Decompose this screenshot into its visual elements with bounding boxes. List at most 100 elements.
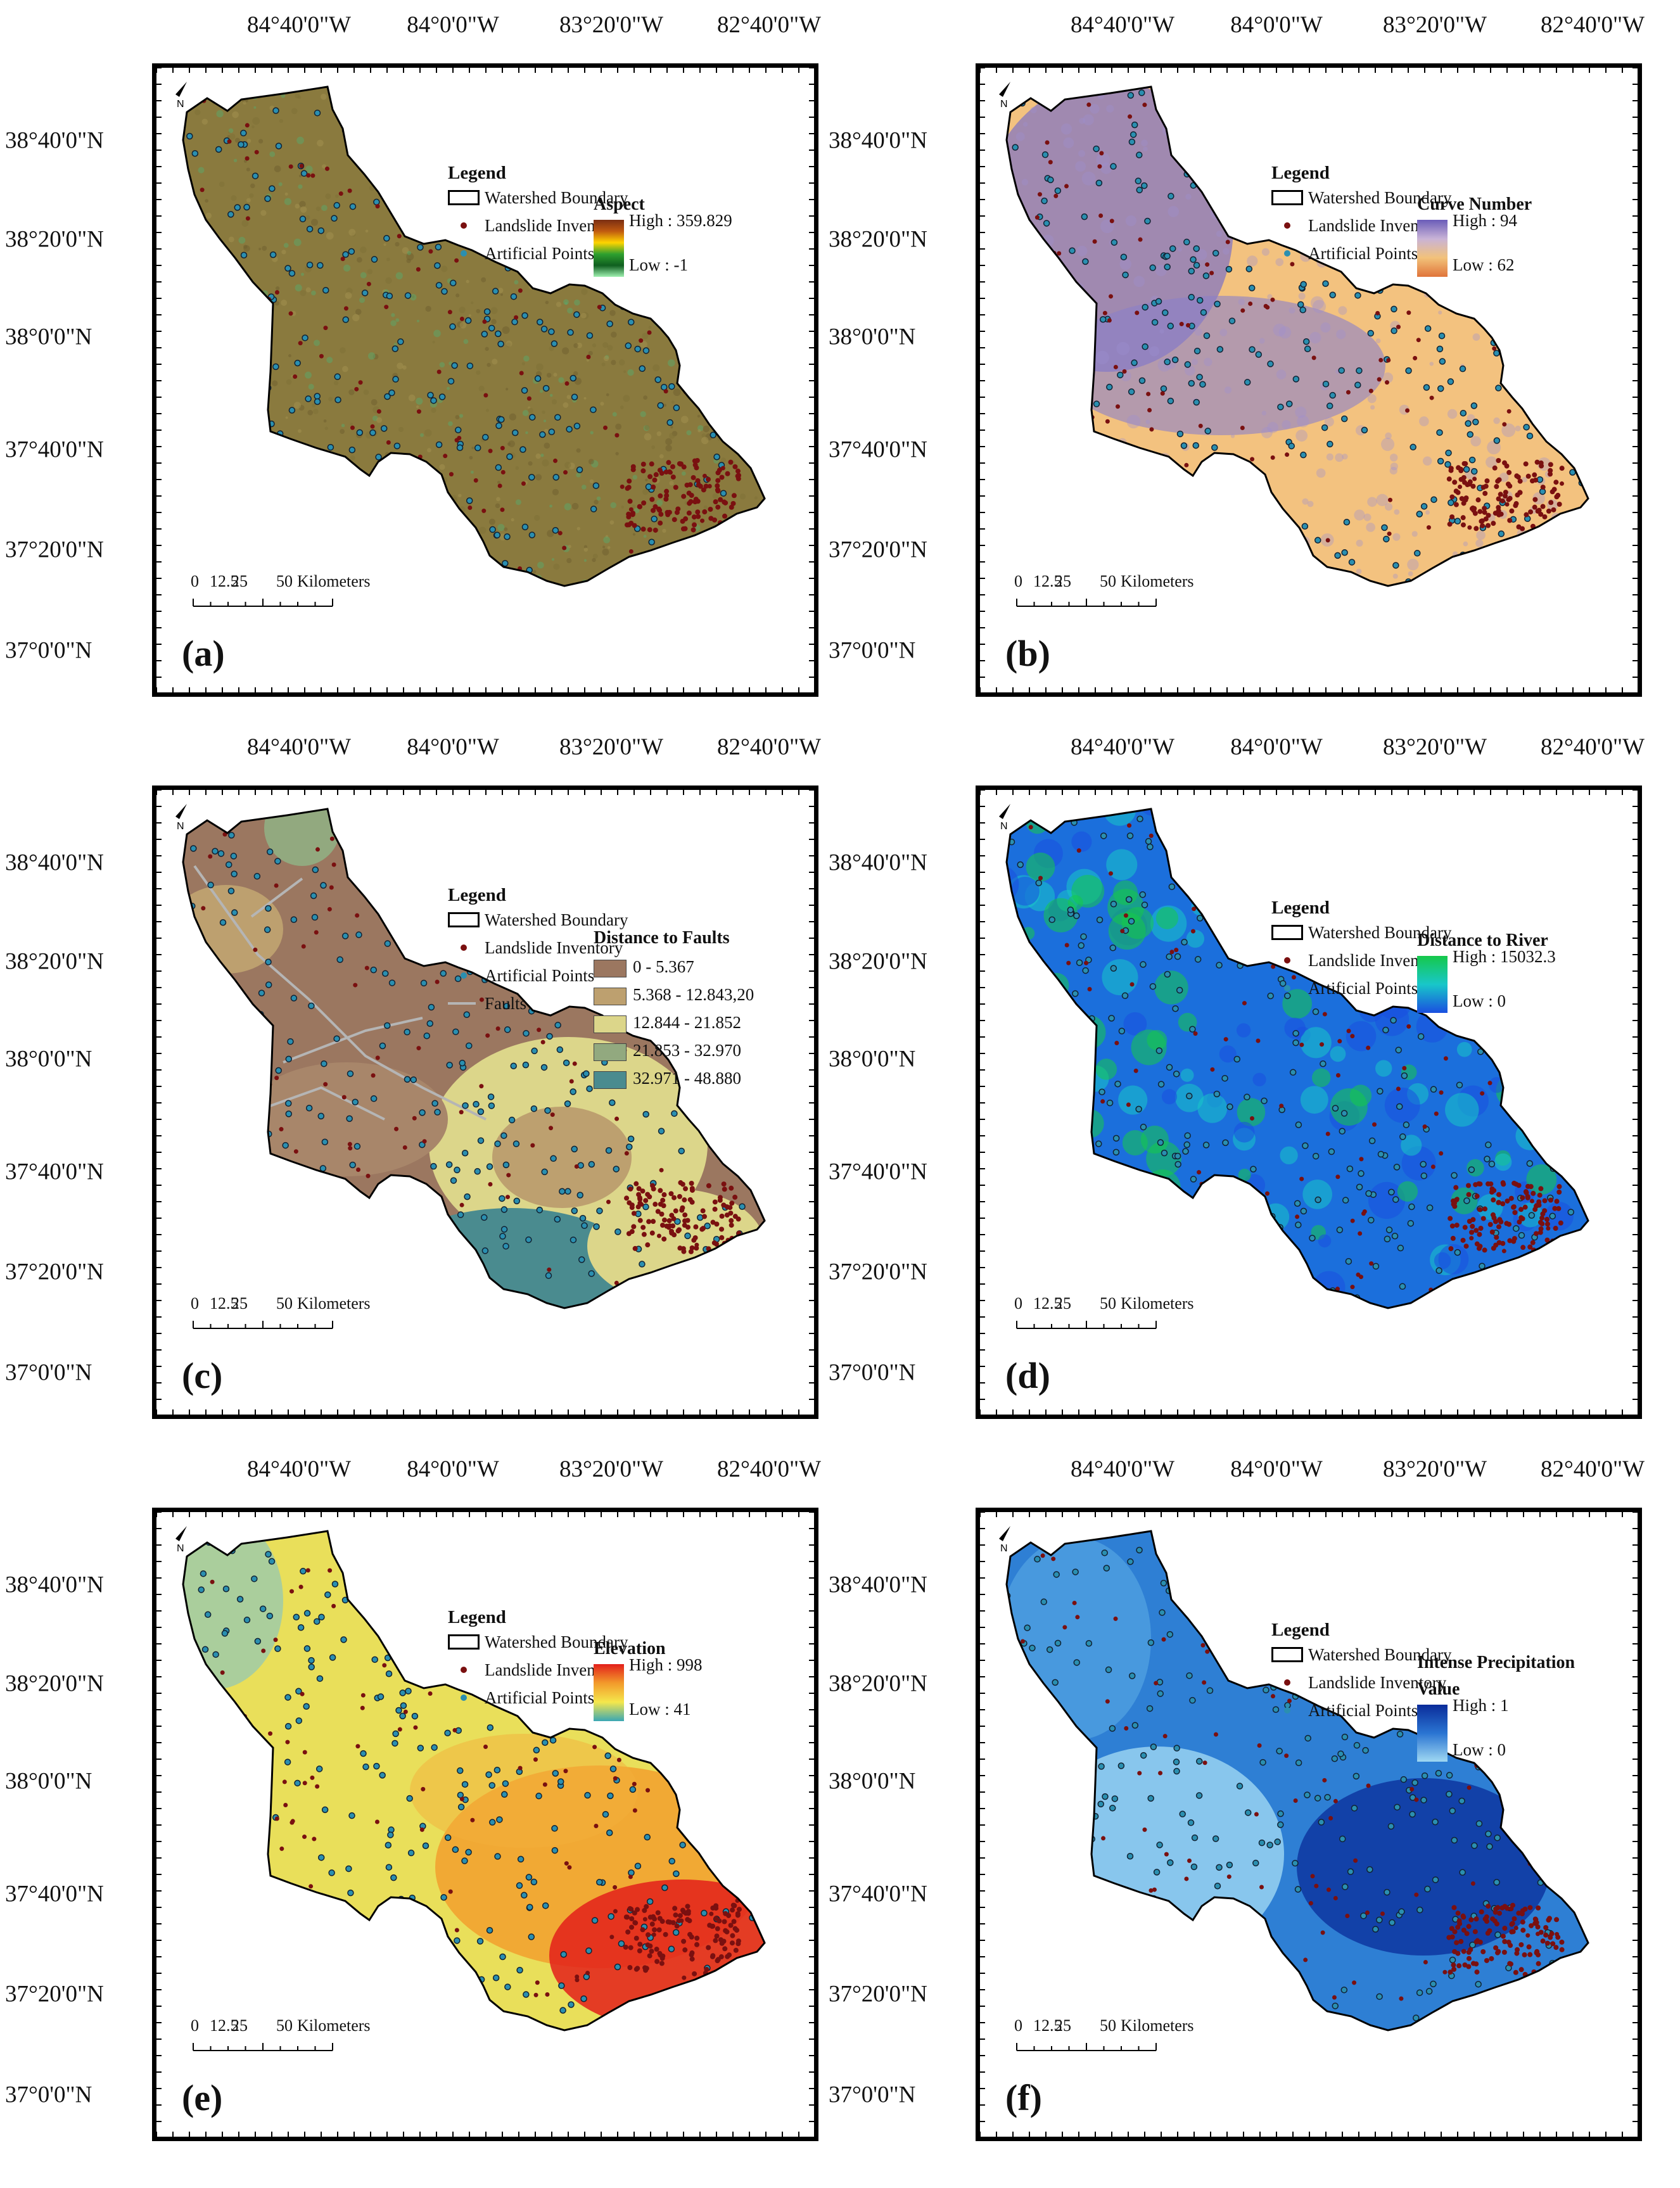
north-arrow-icon: N xyxy=(999,1526,1010,1554)
legend-title: Legend xyxy=(1271,898,1330,918)
svg-text:N: N xyxy=(1000,821,1008,832)
latitude-label: 38°40'0"N xyxy=(829,849,927,876)
legend-label: Landslide Inventory xyxy=(485,938,623,957)
latitude-label: 37°20'0"N xyxy=(5,537,104,563)
legend-label: Artificial Points xyxy=(485,244,595,263)
scale-bar xyxy=(1016,599,1157,607)
north-arrow-icon: N xyxy=(175,1526,187,1554)
legend-title: Legend xyxy=(448,885,506,905)
scale-tick-label: 0 xyxy=(191,1294,199,1313)
panel-tag: (b) xyxy=(1005,633,1050,674)
longitude-label: 84°0'0"W xyxy=(1230,1456,1323,1482)
artificial-legend-item: Artificial Points xyxy=(1271,974,1418,1002)
scale-tick-label: 25 xyxy=(231,1294,248,1313)
latitude-label: 38°20'0"N xyxy=(5,226,104,253)
panel-tag: (d) xyxy=(1005,1355,1050,1396)
fault-lines xyxy=(193,865,487,1121)
legend-title: Legend xyxy=(1271,163,1330,183)
legend-label: Artificial Points xyxy=(1308,244,1418,263)
latitude-label: 38°40'0"N xyxy=(5,849,104,876)
legend: Legend Watershed Boundary Landslide Invent… xyxy=(1271,1620,1452,1724)
legend: Legend Watershed Boundary Landslide Invent… xyxy=(448,885,628,1017)
legend: Legend Watershed Boundary Landslide Invent… xyxy=(1271,163,1452,267)
scale-unit: Kilometers xyxy=(1121,2016,1194,2035)
scale-unit: Kilometers xyxy=(1121,572,1194,590)
ramp-low-label: Low : -1 xyxy=(629,255,688,274)
latitude-label: 37°20'0"N xyxy=(829,1981,927,2007)
map-canvas: N xyxy=(156,1512,814,2137)
scale-bar xyxy=(193,599,333,607)
scale-tick-label: 12.5 xyxy=(210,1294,239,1313)
longitude-label: 84°0'0"W xyxy=(1230,12,1323,38)
latitude-label: 38°0'0"N xyxy=(5,324,92,350)
ramp-high-label: High : 998 xyxy=(629,1655,703,1674)
watershed-raster xyxy=(1007,87,1588,586)
watershed-boundary xyxy=(1005,86,1589,587)
layer-title: Curve Number xyxy=(1417,194,1532,214)
frame-ticks xyxy=(156,790,814,1415)
map-panel-f: 84°40'0"W 84°0'0"W 83°20'0"W 82°40'0"W 38°40… xyxy=(824,1444,1647,2160)
longitude-label: 82°40'0"W xyxy=(1541,734,1645,760)
layer-title: Elevation xyxy=(594,1639,666,1658)
latitude-label: 38°40'0"N xyxy=(829,1572,927,1598)
longitude-label: 82°40'0"W xyxy=(1541,1456,1645,1482)
frame-ticks xyxy=(156,68,814,692)
scale-tick-label: 12.5 xyxy=(1033,2016,1062,2035)
artificial-legend-item: Artificial Points xyxy=(1271,239,1418,267)
watershed-raster xyxy=(183,809,765,1308)
longitude-label: 84°40'0"W xyxy=(247,734,351,760)
map-frame: N 0 12.5 25 50 Kilometers Legend Watershed Boun… xyxy=(152,786,818,1419)
map-panel-b: 84°40'0"W 84°0'0"W 83°20'0"W 82°40'0"W 38°40… xyxy=(824,0,1647,716)
panel-tag: (f) xyxy=(1005,2077,1042,2118)
class-swatch xyxy=(594,1071,627,1089)
longitude-label: 83°20'0"W xyxy=(559,12,663,38)
legend-label: Artificial Points xyxy=(1308,979,1418,998)
frame-ticks xyxy=(980,790,1638,1415)
svg-text:N: N xyxy=(1000,99,1008,110)
map-canvas: N xyxy=(980,68,1638,692)
north-arrow-icon: N xyxy=(175,82,187,110)
color-ramp xyxy=(1417,956,1448,1013)
legend-label: Watershed Boundary xyxy=(485,188,628,207)
north-arrow-icon: N xyxy=(999,804,1010,832)
boundary-swatch-icon xyxy=(1271,190,1303,205)
longitude-label: 82°40'0"W xyxy=(1541,12,1645,38)
scale-tick-label: 25 xyxy=(1055,572,1071,590)
scale-bar xyxy=(193,1321,333,1329)
map-frame: N 0 12.5 25 50 Kilometers Legend Watershed Boun… xyxy=(976,786,1642,1419)
ramp-low-label: Low : 62 xyxy=(1453,255,1515,274)
latitude-label: 37°0'0"N xyxy=(5,1359,92,1386)
faults-legend-item: Faults xyxy=(448,989,526,1017)
point-marker-icon xyxy=(1284,957,1290,964)
latitude-label: 37°0'0"N xyxy=(5,2082,92,2108)
longitude-label: 83°20'0"W xyxy=(559,734,663,760)
watershed-boundary xyxy=(182,1530,766,2032)
legend-label: Artificial Points xyxy=(485,966,595,985)
fault-line-icon xyxy=(448,1002,476,1005)
latitude-label: 38°20'0"N xyxy=(829,226,927,253)
point-marker-icon xyxy=(461,250,467,257)
class-swatch xyxy=(594,988,627,1005)
latitude-label: 38°0'0"N xyxy=(829,1768,916,1795)
layer-title: Intense Precipitation xyxy=(1417,1653,1575,1672)
map-canvas: N xyxy=(156,790,814,1415)
legend-label: Watershed Boundary xyxy=(1308,188,1452,207)
longitude-label: 84°40'0"W xyxy=(1071,12,1174,38)
north-arrow-icon: N xyxy=(999,82,1010,110)
landslide-legend-item: Landslide Inventory xyxy=(1271,212,1446,239)
watershed-legend-item: Watershed Boundary xyxy=(448,1628,628,1656)
watershed-boundary xyxy=(1005,808,1589,1309)
scale-tick-label: 25 xyxy=(231,572,248,590)
landslide-legend-item: Landslide Inventory xyxy=(448,212,623,239)
map-canvas: N xyxy=(156,68,814,692)
scale-tick-label: 0 xyxy=(1014,2016,1022,2035)
scale-tick-label: 12.5 xyxy=(210,572,239,590)
point-marker-icon xyxy=(1284,250,1290,257)
latitude-label: 38°20'0"N xyxy=(5,948,104,975)
layer-title: Distance to Faults xyxy=(594,928,730,948)
legend-title: Legend xyxy=(448,1607,506,1627)
legend-label: Faults xyxy=(485,994,527,1013)
class-label: 5.368 - 12.843,20 xyxy=(633,985,754,1004)
boundary-swatch-icon xyxy=(1271,1647,1303,1662)
point-marker-icon xyxy=(1284,1679,1290,1686)
